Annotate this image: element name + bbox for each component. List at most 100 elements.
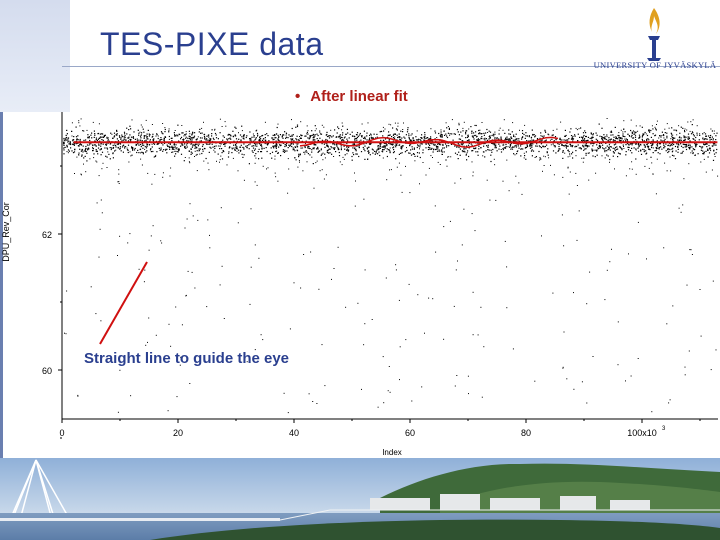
data-point [249,139,251,141]
data-point [340,147,342,149]
data-point [207,162,209,164]
data-point [396,134,398,136]
data-point [529,145,532,147]
data-point [443,338,445,340]
data-point [341,137,343,139]
data-point [128,161,130,163]
x-axis-label: Index [382,448,402,457]
data-point [327,146,329,148]
data-point [338,127,340,130]
data-point [483,134,485,136]
data-point [457,131,459,133]
data-point [90,134,92,136]
data-point [477,139,479,141]
data-point [490,160,492,163]
data-point [623,147,625,149]
data-point [300,137,302,139]
data-point [321,139,323,141]
data-point [370,143,372,145]
data-point [670,138,672,140]
data-point [194,287,196,289]
data-point [667,149,669,151]
data-point [196,143,198,145]
data-point [164,136,167,138]
data-point [483,138,485,140]
data-point [703,152,705,154]
data-point [690,249,692,251]
data-point [109,147,111,149]
data-point [559,138,561,141]
data-point [214,132,217,135]
data-point [487,149,489,151]
data-point [63,141,65,143]
data-point [553,145,555,147]
data-point [467,135,469,137]
data-point [237,222,239,224]
data-point [353,143,355,145]
data-point [316,160,318,162]
data-point [320,154,322,156]
data-point [131,119,133,121]
data-point [316,133,318,135]
data-point [480,147,482,149]
data-point [709,148,711,150]
data-point [573,388,575,390]
data-point [287,137,289,139]
data-point [698,139,700,141]
data-point [112,152,114,154]
data-point [441,135,443,137]
data-point [319,133,322,135]
data-point [591,140,594,142]
data-point [195,143,197,145]
data-point [645,133,647,135]
data-point [185,133,187,135]
data-point [713,130,715,132]
data-point [219,161,220,163]
data-point [386,145,388,147]
data-point [445,159,447,161]
data-point [398,153,400,155]
data-point [161,132,163,134]
data-point [125,139,127,141]
data-point [533,134,535,136]
data-point [673,129,675,131]
data-point [543,165,545,166]
data-point [483,132,485,134]
data-point [326,135,329,138]
data-point [200,132,202,134]
data-point [212,146,214,148]
data-point [118,169,120,171]
data-point [300,147,302,149]
data-point [471,130,473,132]
data-point [608,147,610,149]
data-point [646,152,648,154]
data-point [269,153,271,155]
data-point [272,134,274,136]
data-point [351,131,353,133]
data-point [305,150,307,152]
data-point [208,136,210,138]
data-point [95,313,97,315]
data-point [287,147,289,149]
data-point [276,126,278,129]
data-point [428,143,430,145]
data-point [582,145,584,147]
data-point [485,138,487,140]
data-point [250,208,252,210]
data-point [164,131,166,133]
data-point [352,152,354,154]
data-point [357,135,360,137]
data-point [211,129,213,131]
data-point [466,140,468,142]
data-point [130,395,132,397]
data-point [339,161,341,163]
data-point [306,161,308,163]
data-point [468,136,469,138]
data-point [381,146,383,148]
data-point [609,161,610,163]
data-point [275,150,277,153]
data-point [668,127,670,129]
data-point [659,135,661,137]
data-point [388,134,390,136]
data-point [363,137,365,139]
